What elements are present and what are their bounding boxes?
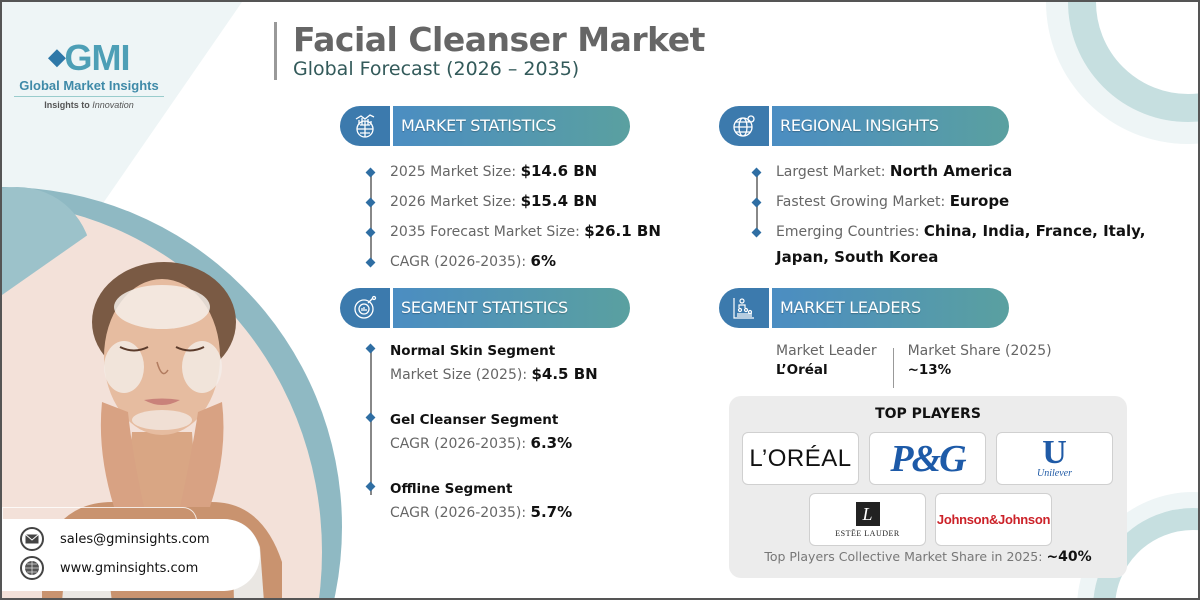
diamond-icon: ◆ (48, 44, 66, 69)
bullet-icon (365, 481, 376, 492)
bullet-icon (365, 197, 376, 208)
divider (892, 348, 894, 388)
bullet-icon (365, 412, 376, 423)
leaders-chart-icon (719, 288, 769, 328)
market-leader-summary: Market Leader L’Oréal Market Share (2025… (776, 342, 1052, 388)
bullet-icon (365, 343, 376, 354)
market-share: Market Share (2025) ~13% (907, 343, 1052, 378)
globe-icon (20, 556, 44, 580)
segment-normal-skin: Normal Skin Segment Market Size (2025): … (365, 340, 688, 387)
contact-website[interactable]: www.gminsights.com (20, 556, 198, 580)
logo-johnson-johnson: Johnson&Johnson (935, 493, 1052, 546)
market-leaders-header: MARKET LEADERS (719, 288, 1009, 328)
emerging-countries-cont: Japan, South Korea (776, 248, 939, 266)
regional-insights-list: Largest Market: North America Fastest Gr… (751, 157, 1174, 273)
top-players-panel: TOP PLAYERS L’ORÉAL P&G U Unilever L EST… (729, 396, 1127, 578)
fastest-growing-market: Fastest Growing Market: Europe (751, 187, 1174, 217)
regional-insights-label: REGIONAL INSIGHTS (772, 106, 1009, 146)
title-block: Facial Cleanser Market Global Forecast (… (274, 22, 705, 80)
logo-unilever: U Unilever (996, 432, 1113, 485)
market-statistics-list: 2025 Market Size: $14.6 BN 2026 Market S… (365, 157, 688, 277)
pie-chart-icon (340, 288, 390, 328)
market-leaders-label: MARKET LEADERS (772, 288, 1009, 328)
logo-name: Global Market Insights (14, 78, 164, 97)
top-players-title: TOP PLAYERS (875, 406, 981, 422)
envelope-icon (20, 527, 44, 551)
top-players-share-note: Top Players Collective Market Share in 2… (764, 549, 1092, 565)
bullet-icon (751, 197, 762, 208)
segment-statistics-header: SEGMENT STATISTICS (340, 288, 630, 328)
largest-market: Largest Market: North America (751, 157, 1174, 187)
bullet-icon (751, 167, 762, 178)
stat-cagr: CAGR (2026-2035): 6% (365, 247, 688, 277)
logo-pg: P&G (869, 432, 986, 485)
bullet-icon (751, 227, 762, 238)
contact-email[interactable]: sales@gminsights.com (20, 527, 210, 551)
market-leader: Market Leader L’Oréal (776, 343, 877, 378)
bullet-icon (365, 257, 376, 268)
globe-pin-icon (719, 106, 769, 146)
segment-gel-cleanser: Gel Cleanser Segment CAGR (2026-2035): 6… (365, 409, 688, 456)
stat-2035-forecast: 2035 Forecast Market Size: $26.1 BN (365, 217, 688, 247)
stat-2025-market-size: 2025 Market Size: $14.6 BN (365, 157, 688, 187)
segment-offline: Offline Segment CAGR (2026-2035): 5.7% (365, 478, 688, 525)
page-title: Facial Cleanser Market (293, 20, 705, 59)
globe-chart-icon (340, 106, 390, 146)
stat-2026-market-size: 2026 Market Size: $15.4 BN (365, 187, 688, 217)
segment-statistics-list: Normal Skin Segment Market Size (2025): … (365, 340, 688, 547)
segment-statistics-label: SEGMENT STATISTICS (393, 288, 630, 328)
contact-card: sales@gminsights.com www.gminsights.com (2, 519, 260, 591)
logo-tagline: Insights to Innovation (44, 100, 134, 110)
market-statistics-label: MARKET STATISTICS (393, 106, 630, 146)
market-statistics-header: MARKET STATISTICS (340, 106, 630, 146)
bullet-icon (365, 167, 376, 178)
emerging-countries: Emerging Countries: China, India, France… (751, 217, 1174, 247)
logo-estee-lauder: L ESTĒE LAUDER (809, 493, 926, 546)
page-subtitle: Global Forecast (2026 – 2035) (293, 58, 580, 80)
gmi-logo: ◆GMI Global Market Insights Insights to … (14, 37, 164, 110)
logo-loreal: L’ORÉAL (742, 432, 859, 485)
bullet-icon (365, 227, 376, 238)
regional-insights-header: REGIONAL INSIGHTS (719, 106, 1009, 146)
logo-mark: ◆GMI (48, 37, 131, 78)
